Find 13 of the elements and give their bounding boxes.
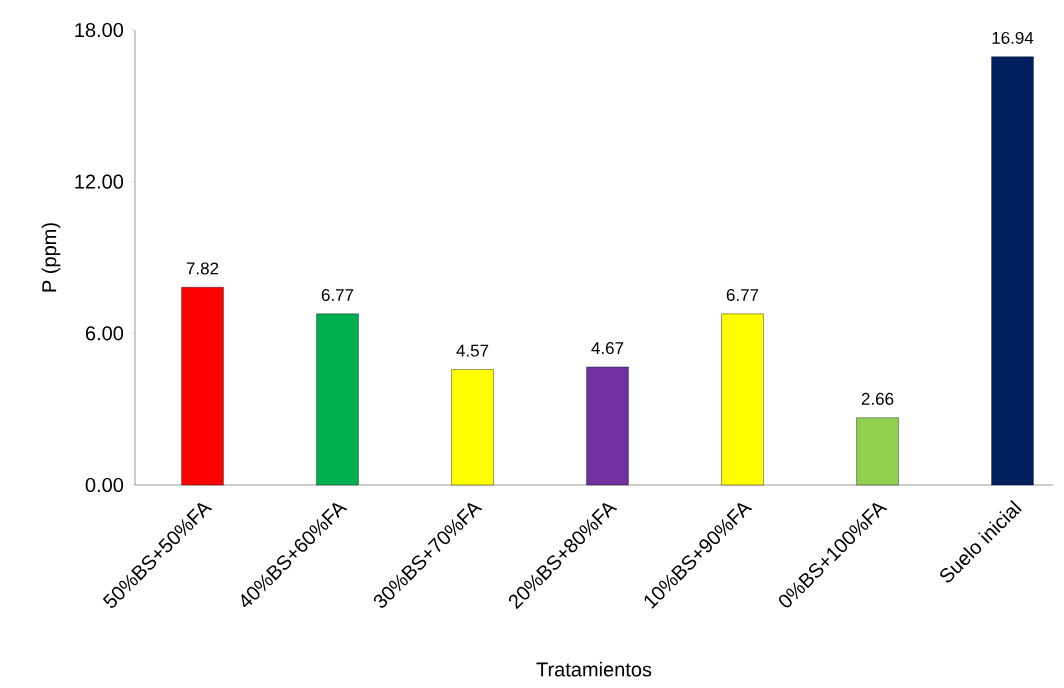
data-label: 4.57 bbox=[456, 344, 489, 357]
x-axis-title: Tratamientos bbox=[536, 661, 652, 677]
y-tick-label: 18.00 bbox=[75, 22, 124, 38]
data-label: 7.82 bbox=[186, 262, 219, 275]
data-label: 6.77 bbox=[726, 288, 759, 302]
data-label: 2.66 bbox=[861, 392, 894, 405]
y-axis-title: P (ppm) bbox=[41, 223, 61, 292]
data-label: 4.67 bbox=[591, 342, 624, 355]
data-label: 16.94 bbox=[992, 31, 1034, 44]
y-tick-label: 12.00 bbox=[75, 174, 124, 189]
y-tick-label: 0.00 bbox=[85, 477, 124, 493]
y-tick-label: 6.00 bbox=[85, 326, 124, 341]
data-label: 6.77 bbox=[321, 288, 354, 302]
